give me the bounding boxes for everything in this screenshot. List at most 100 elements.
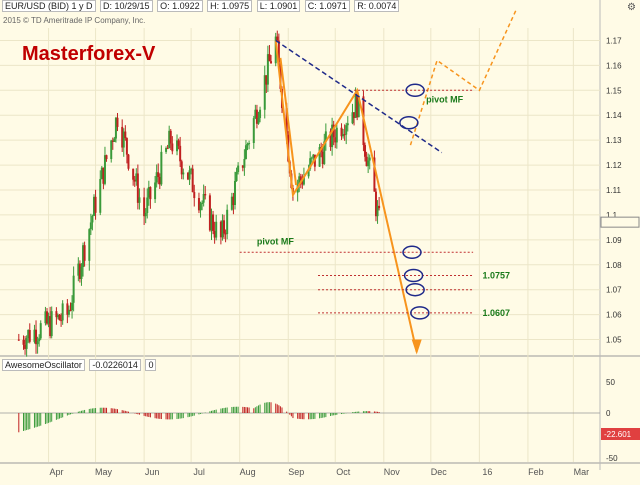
candle-body [61, 303, 64, 321]
candle-body [122, 131, 125, 148]
x-tick-label: Mar [574, 467, 590, 477]
chart-header: EUR/USD (BID) 1 y D D: 10/29/15 O: 1.092… [2, 0, 401, 12]
candle-body [44, 311, 47, 324]
candle-body [22, 339, 25, 345]
y-tick-label: 1.08 [606, 261, 622, 270]
high-readout: H: 1.0975 [207, 0, 253, 12]
candle-body [47, 316, 50, 324]
candle-body [82, 245, 85, 268]
candle-body [364, 145, 367, 157]
candle-body [368, 157, 371, 161]
candle-body [343, 134, 346, 136]
candle-body [259, 109, 262, 118]
candle-body [66, 303, 69, 315]
pivot-label: pivot MF [257, 236, 294, 246]
candle-body [182, 172, 185, 175]
candle-body [237, 165, 240, 172]
candle-body [78, 263, 81, 280]
candle-body [25, 338, 28, 349]
candle-body [190, 168, 193, 171]
candle-body [149, 187, 152, 200]
candle-body [215, 221, 218, 238]
candle-body [176, 140, 179, 152]
candle-body [197, 198, 200, 211]
wave-path [274, 40, 418, 353]
x-tick-label: 16 [482, 467, 492, 477]
candle-body [158, 177, 161, 185]
candle-body [24, 344, 27, 349]
candle-body [252, 118, 255, 144]
oscillator-header: AwesomeOscillator -0.0226014 0 [2, 359, 158, 371]
candle-body [179, 145, 182, 162]
candle-body [246, 144, 249, 146]
x-tick-label: Jul [193, 467, 205, 477]
y-tick-label: 1.16 [606, 61, 622, 70]
candle-body [127, 154, 130, 169]
oscillator-name[interactable]: AwesomeOscillator [2, 359, 85, 371]
target-ellipse [410, 306, 430, 320]
candle-body [332, 124, 335, 138]
candle-body [71, 302, 74, 311]
close-readout: C: 1.0971 [304, 0, 350, 12]
candle-body [188, 170, 191, 180]
candle-body [38, 338, 41, 342]
candles-group [17, 30, 381, 357]
candle-body [83, 245, 86, 261]
candle-body [329, 131, 332, 148]
candle-body [157, 172, 160, 178]
candle-body [35, 329, 38, 345]
oscillator-value: -0.0226014 [89, 359, 141, 371]
candle-body [257, 117, 260, 124]
candle-body [136, 173, 139, 203]
candle-body [212, 214, 215, 231]
candle-body [27, 330, 30, 339]
candle-body [55, 311, 58, 318]
symbol-label[interactable]: EUR/USD (BID) 1 y D [2, 0, 96, 12]
projection-path [409, 7, 518, 146]
target-ellipse [399, 115, 419, 130]
price-tag-box [600, 216, 640, 228]
candle-body [88, 229, 91, 261]
candle-body [265, 75, 268, 85]
y-tick-label: 1.13 [606, 136, 622, 145]
wave-arrowhead [411, 339, 422, 355]
osc-tick-label: -50 [606, 454, 618, 463]
candle-body [310, 157, 313, 159]
candle-body [133, 179, 136, 182]
candle-body [263, 75, 266, 110]
candle-body [143, 197, 146, 217]
candle-body [302, 176, 305, 185]
candle-body [365, 156, 368, 167]
candle-body [113, 138, 116, 142]
candle-body [255, 109, 258, 124]
candle-body [277, 40, 280, 63]
candle-body [116, 117, 119, 127]
candle-body [307, 168, 310, 177]
y-tick-label: 1.12 [606, 161, 622, 170]
wave-leg [279, 57, 298, 186]
candle-body [58, 314, 61, 321]
x-tick-label: May [95, 467, 113, 477]
osc-tag-label: -22.601 [604, 430, 632, 439]
y-tick-label: 1.14 [606, 111, 622, 120]
y-tick-label: 1.05 [606, 336, 622, 345]
candle-body [378, 205, 381, 209]
copyright: 2015 © TD Ameritrade IP Company, Inc. [3, 16, 146, 25]
candle-body [125, 138, 128, 155]
candle-body [335, 127, 338, 143]
candle-body [92, 196, 95, 216]
candle-body [357, 96, 360, 118]
candle-body [49, 316, 52, 337]
candle-body [268, 54, 271, 62]
trendline [275, 39, 443, 154]
candle-body [121, 126, 124, 148]
candle-body [186, 172, 189, 180]
candle-body [345, 125, 348, 135]
candle-body [374, 191, 377, 217]
settings-icon[interactable]: ⚙ [627, 2, 636, 13]
candle-body [100, 167, 103, 179]
candle-body [138, 197, 141, 203]
candle-body [301, 180, 304, 185]
candle-body [226, 209, 229, 235]
